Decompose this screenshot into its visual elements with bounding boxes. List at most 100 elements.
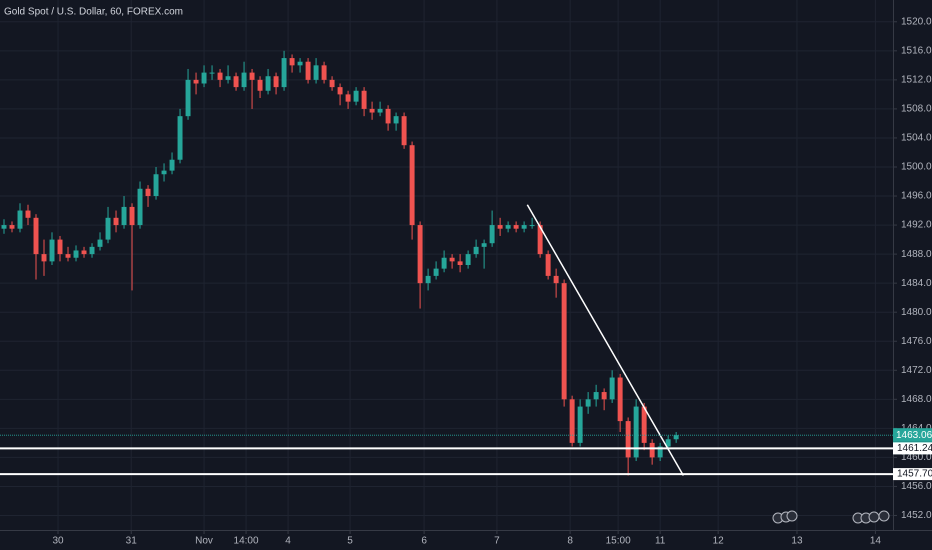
candle-body xyxy=(233,76,239,88)
x-tick-label: 15:00 xyxy=(606,536,631,547)
candle-body xyxy=(641,406,647,443)
event-icon xyxy=(786,510,798,522)
candle-body xyxy=(593,392,599,400)
candle-body xyxy=(521,225,527,229)
event-icon xyxy=(878,510,890,522)
candle-body xyxy=(257,79,263,91)
plot xyxy=(0,50,893,476)
candle-body xyxy=(441,257,447,269)
candle-body xyxy=(633,406,639,458)
candle-body xyxy=(9,225,15,229)
candle-body xyxy=(145,188,151,197)
event-icon xyxy=(868,511,880,523)
x-tick-label: 8 xyxy=(567,536,573,547)
candle-body xyxy=(57,239,63,255)
candle-body xyxy=(337,87,343,95)
candle-body xyxy=(177,116,183,160)
candle-body xyxy=(81,250,87,255)
candle-body xyxy=(169,159,175,171)
candle-body xyxy=(553,275,559,284)
candle-body xyxy=(209,72,215,74)
candle-body xyxy=(105,217,111,240)
candle-body xyxy=(385,108,391,124)
x-tick-label: 11 xyxy=(655,536,666,547)
candle-body xyxy=(457,261,463,265)
candle-body xyxy=(601,392,607,400)
candle-body xyxy=(513,225,519,229)
candle-body xyxy=(497,225,503,229)
candle-body xyxy=(113,217,119,226)
candle-body xyxy=(73,250,79,258)
candle-body xyxy=(369,108,375,113)
y-tick-label: 1520.00 xyxy=(901,16,932,27)
candle-body xyxy=(201,72,207,84)
x-tick-label: 6 xyxy=(421,536,427,547)
candle-body xyxy=(49,239,55,262)
candle-body xyxy=(273,76,279,88)
candle-body xyxy=(185,79,191,117)
candle-body xyxy=(217,72,223,80)
y-tick-label: 1456.00 xyxy=(901,481,932,492)
x-tick-label: 14 xyxy=(870,536,882,547)
candle-body xyxy=(121,206,127,226)
candle-body xyxy=(193,79,199,84)
candle-body xyxy=(153,174,159,197)
y-tick-label: 1468.00 xyxy=(901,394,932,405)
level-label-box xyxy=(893,468,932,481)
candle-body xyxy=(625,421,631,458)
level-label-box xyxy=(893,442,932,455)
candle-body xyxy=(89,246,95,255)
level-label: 1461.24 xyxy=(897,443,932,454)
y-tick-label: 1488.00 xyxy=(901,249,932,260)
candle-body xyxy=(241,72,247,88)
candle-body xyxy=(33,217,39,255)
candle-body xyxy=(281,58,287,88)
candle-body xyxy=(353,90,359,102)
candle-body xyxy=(561,283,567,400)
candle-body xyxy=(449,257,455,262)
trendline xyxy=(526,204,685,476)
y-tick-label: 1460.00 xyxy=(901,452,932,463)
candle-body xyxy=(433,268,439,276)
candle-body xyxy=(97,239,103,247)
candle-body xyxy=(529,225,535,227)
candle-body xyxy=(249,72,255,80)
y-tick-label: 1484.00 xyxy=(901,278,932,289)
candle-body xyxy=(569,399,575,443)
x-tick-label: 12 xyxy=(713,536,725,547)
x-tick-label: 30 xyxy=(52,536,64,547)
axis: 1452.001456.001460.001464.001468.001472.… xyxy=(52,16,932,547)
candle-body xyxy=(137,188,143,226)
y-tick-label: 1508.00 xyxy=(901,104,932,115)
candle-body xyxy=(265,76,271,91)
candle-body xyxy=(665,439,671,447)
candle-body xyxy=(65,254,71,258)
candle-body xyxy=(609,377,615,400)
y-tick-label: 1496.00 xyxy=(901,191,932,202)
x-tick-label: Nov xyxy=(195,536,213,547)
candle-body xyxy=(409,145,415,226)
y-tick-label: 1500.00 xyxy=(901,162,932,173)
candle-body xyxy=(473,246,479,255)
candle-body xyxy=(1,225,7,229)
y-tick-label: 1472.00 xyxy=(901,365,932,376)
y-tick-label: 1476.00 xyxy=(901,336,932,347)
x-tick-label: 4 xyxy=(285,536,291,547)
candle-body xyxy=(393,116,399,124)
candle-body xyxy=(297,61,303,66)
candle-body xyxy=(305,61,311,80)
candle-body xyxy=(361,90,367,109)
x-tick-label: 13 xyxy=(791,536,803,547)
candle-body xyxy=(161,170,167,175)
candle-body xyxy=(673,435,679,440)
x-tick-label: 31 xyxy=(126,536,138,547)
candle-body xyxy=(401,116,407,146)
y-tick-label: 1452.00 xyxy=(901,510,932,521)
candle-body xyxy=(25,210,31,218)
candle-body xyxy=(465,254,471,265)
candle-body xyxy=(417,225,423,284)
y-tick-label: 1512.00 xyxy=(901,75,932,86)
y-tick-label: 1516.00 xyxy=(901,45,932,56)
